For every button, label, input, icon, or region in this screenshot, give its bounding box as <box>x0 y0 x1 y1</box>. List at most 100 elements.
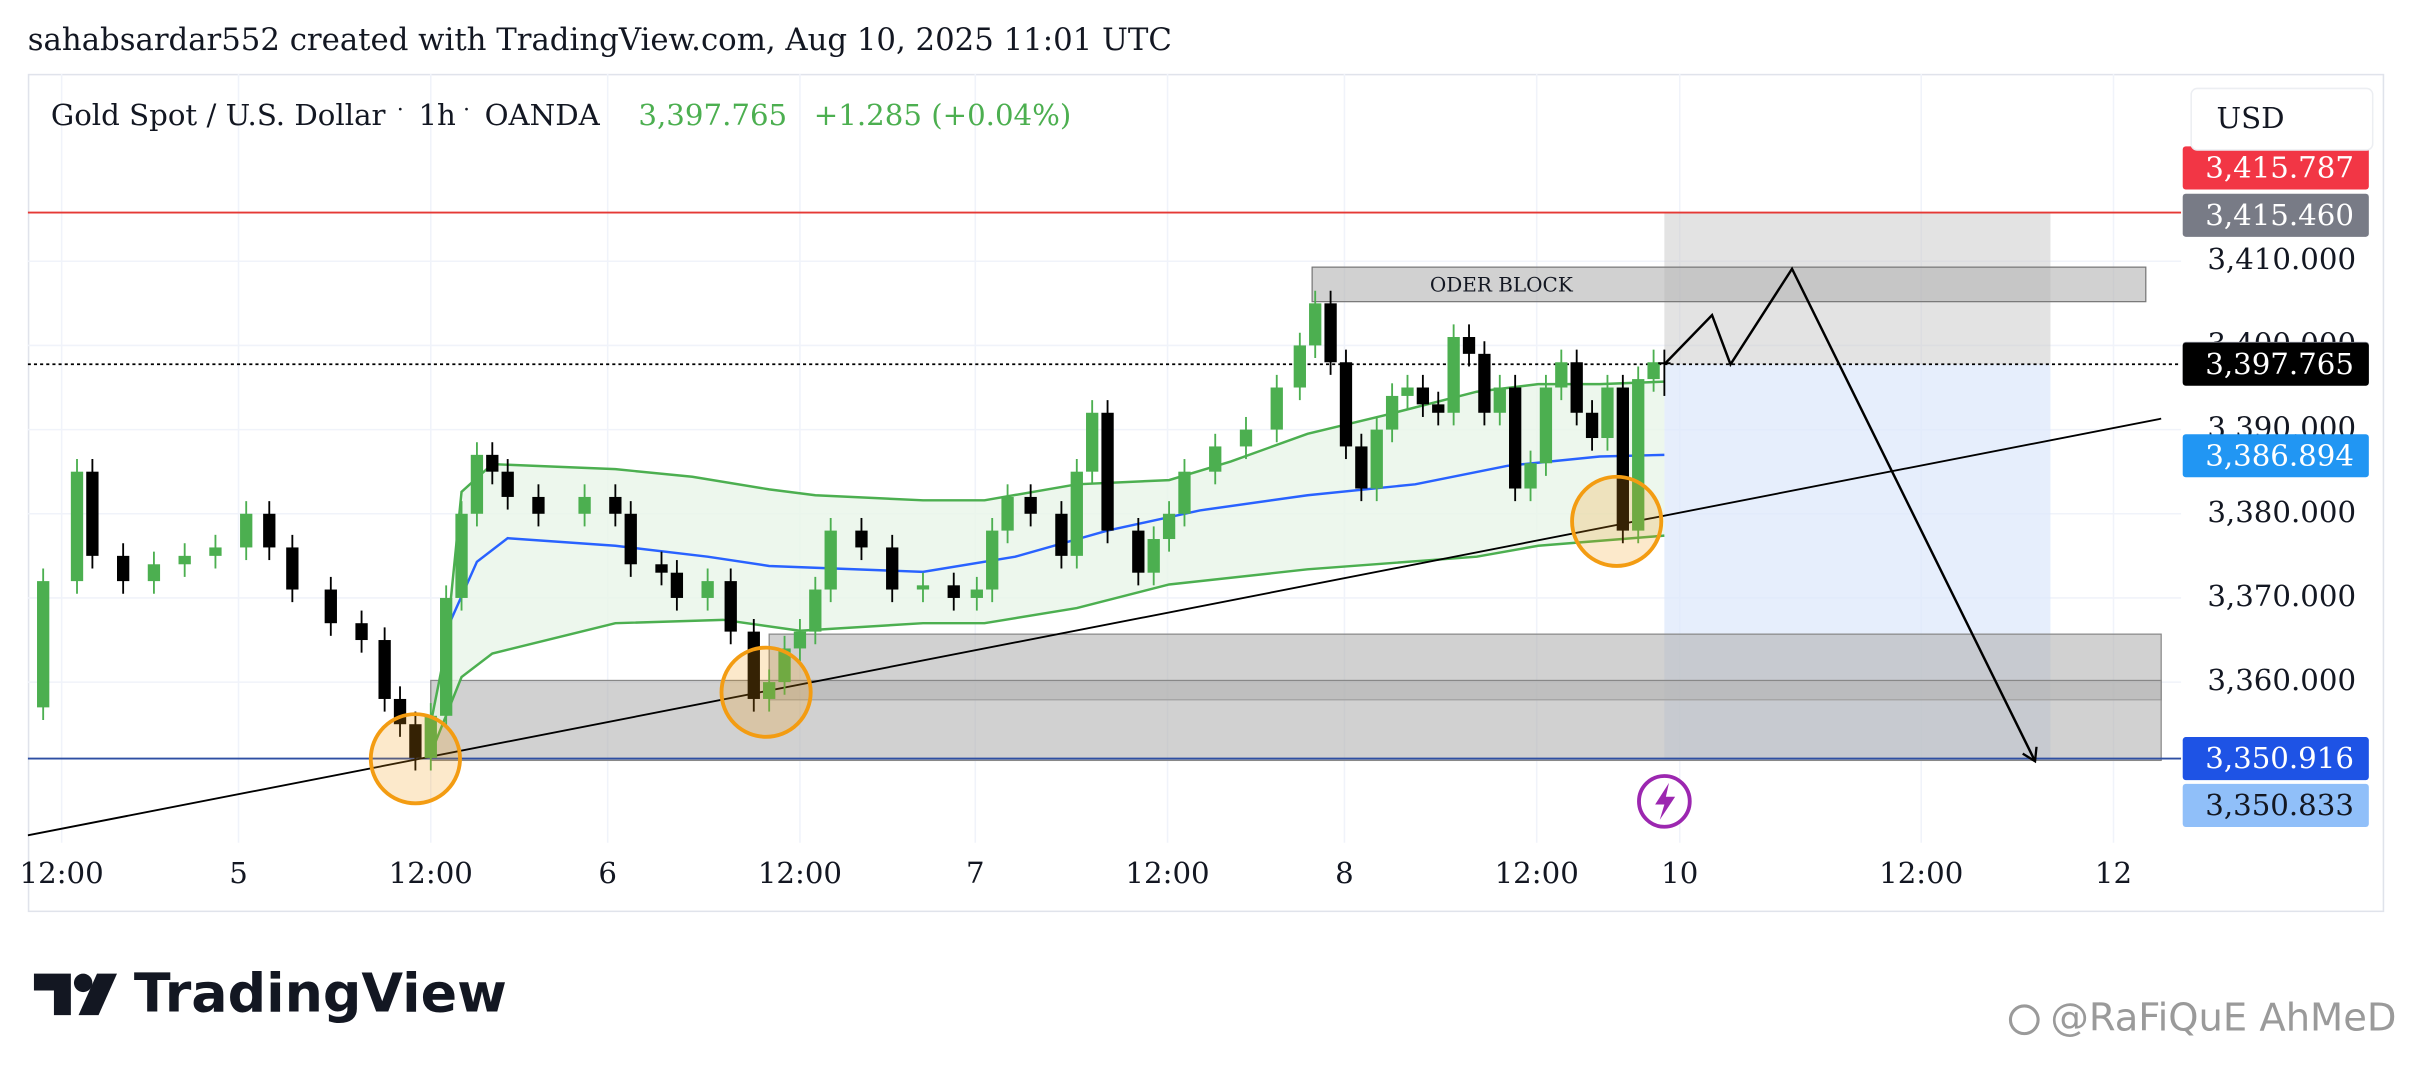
highlight-circle <box>719 645 813 739</box>
candle-body <box>1024 496 1037 514</box>
candle-body <box>1432 404 1445 413</box>
watermark-icon <box>2008 1004 2040 1036</box>
candle-body <box>1401 387 1414 396</box>
order-block-label: ODER BLOCK <box>1430 272 1574 296</box>
x-tick-label: 12:00 <box>1125 856 1209 890</box>
x-tick-label: 6 <box>598 856 617 890</box>
candle-body <box>1416 387 1430 405</box>
candle-body <box>1239 429 1253 447</box>
x-tick-label: 5 <box>229 856 248 890</box>
currency: USD <box>2217 101 2285 135</box>
candle-body <box>455 513 468 598</box>
highlight-circle <box>1570 474 1664 568</box>
candle-body <box>886 547 899 590</box>
x-tick-label: 8 <box>1335 856 1354 890</box>
candle-body <box>1385 395 1399 430</box>
legend: Gold Spot / U.S. Dollar · 1h · OANDA 3,3… <box>51 98 1071 132</box>
candle-body <box>1601 387 1614 439</box>
price-badge-label: 3,350.916 <box>2205 741 2354 775</box>
candle-body <box>147 564 161 582</box>
candle-body <box>1270 387 1283 430</box>
candle-body <box>1086 412 1099 472</box>
last-price: 3,397.765 <box>638 98 787 132</box>
candle-body <box>240 513 253 548</box>
price-badge <box>2182 737 2369 781</box>
candle-body <box>947 585 960 598</box>
candle-body <box>1462 337 1476 354</box>
chart-frame <box>27 73 2385 913</box>
candle-body <box>1070 471 1083 556</box>
candle-body <box>409 724 422 758</box>
price-badge <box>2182 434 2369 478</box>
candle-body <box>117 555 130 582</box>
alert-bolt <box>1655 782 1676 820</box>
band-line <box>445 453 1665 632</box>
demand-zone <box>430 679 2162 762</box>
candle-body <box>1616 387 1629 531</box>
candle-body <box>486 454 499 472</box>
candle-body <box>37 581 50 708</box>
price-badge-label: 3,397.765 <box>2205 347 2354 381</box>
separator: · <box>397 98 404 123</box>
logo-dot <box>73 973 93 993</box>
candle-body <box>1162 513 1176 540</box>
candle-body <box>440 597 453 716</box>
y-tick-label: 3,380.000 <box>2207 495 2356 529</box>
logo-slash <box>78 973 118 1016</box>
candle-body <box>916 585 930 590</box>
candle-body <box>778 648 791 683</box>
candle-body <box>609 496 622 514</box>
brand-logo: TradingView <box>33 961 507 1024</box>
candle-body <box>1370 429 1383 489</box>
candle-body <box>1339 362 1353 447</box>
candle-body <box>1509 387 1522 489</box>
x-tick-label: 12 <box>2095 856 2132 890</box>
candle-body <box>670 572 684 598</box>
candle-body <box>286 547 299 590</box>
candle-body <box>824 530 837 590</box>
price-badge <box>2182 342 2369 386</box>
x-tick-label: 10 <box>1661 856 1698 890</box>
candle-body <box>470 454 484 514</box>
candle-body <box>1524 463 1537 489</box>
change: +1.285 (+0.04%) <box>814 98 1072 132</box>
candle-body <box>1478 353 1491 413</box>
candle-body <box>86 471 99 556</box>
candle-body <box>70 471 84 582</box>
price-badge-label: 3,415.460 <box>2205 198 2354 232</box>
candle-body <box>1585 412 1599 439</box>
x-tick-label: 12:00 <box>1879 856 1963 890</box>
alert-icon[interactable] <box>1637 774 1692 829</box>
candle-body <box>1055 513 1068 556</box>
trendline <box>27 417 2162 837</box>
overlay: 12:00 5 12:00 6 12:00 7 12:00 8 12:00 10 12:00 12 3,… <box>20 146 2369 890</box>
price-badge <box>2182 783 2369 827</box>
candle-body <box>1178 471 1191 514</box>
band-line <box>429 534 1665 755</box>
candle-body <box>263 513 276 548</box>
x-tick-label: 7 <box>966 856 985 890</box>
x-tick-label: 12:00 <box>758 856 842 890</box>
y-tick-label: 3,370.000 <box>2207 579 2356 613</box>
candle-body <box>701 581 714 598</box>
candle-body <box>1570 362 1583 413</box>
candle-body <box>1632 379 1645 531</box>
x-tick-label: 12:00 <box>20 856 104 890</box>
currency-button[interactable] <box>2190 87 2374 151</box>
candle-body <box>724 581 737 632</box>
x-tick-label: 12:00 <box>1495 856 1579 890</box>
exchange: OANDA <box>485 98 601 132</box>
candle-body <box>986 530 999 590</box>
header: sahabsardar552 created with TradingView.… <box>28 22 1172 58</box>
candle-body <box>578 496 591 514</box>
candle-body <box>355 623 368 641</box>
price-badge-label: 3,386.894 <box>2205 438 2354 472</box>
price-badge-label: 3,415.787 <box>2205 150 2354 184</box>
candle-body <box>378 640 391 699</box>
candle-body <box>501 471 514 497</box>
candle-body <box>1324 303 1337 363</box>
x-tick-label: 12:00 <box>389 856 473 890</box>
candle-body <box>424 715 437 758</box>
symbol: Gold Spot / U.S. Dollar <box>51 98 386 132</box>
